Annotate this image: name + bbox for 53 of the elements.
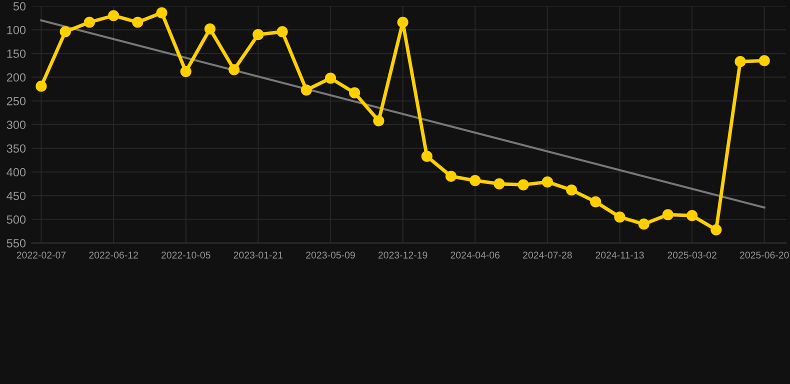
point: [470, 174, 481, 186]
x-tick-label: 2023-01-21: [234, 252, 283, 259]
point: [758, 55, 770, 66]
x-tick-label: 2024-11-13: [596, 252, 644, 259]
x-tick-label: 2024-07-28: [523, 252, 572, 259]
point: [60, 26, 71, 38]
point: [494, 178, 505, 190]
y-tick-label: 500: [6, 215, 26, 224]
point: [638, 218, 650, 230]
y-tick-label: 150: [7, 50, 26, 58]
y-tick-label: 50: [13, 2, 26, 11]
point: [734, 56, 746, 68]
y-tick-label: 450: [6, 192, 26, 200]
x-tick-label: 2025-06-20: [740, 252, 789, 259]
y-tick-label: 100: [7, 26, 26, 34]
x-tick-label: 2023-12-19: [378, 252, 428, 259]
x-tick-label: 2024-04-06: [450, 252, 500, 259]
y-tick-label: 200: [6, 73, 26, 82]
point: [180, 66, 192, 78]
point: [300, 84, 312, 96]
point: [132, 16, 144, 28]
point: [349, 87, 360, 98]
point: [252, 29, 264, 40]
y-tick-label: 350: [6, 144, 26, 153]
point: [445, 170, 457, 182]
x-tick-label: 2023-05-09: [306, 252, 355, 259]
point: [228, 64, 240, 76]
point: [108, 10, 120, 22]
point: [590, 196, 602, 208]
point: [84, 16, 96, 28]
point: [566, 184, 578, 196]
y-tick-label: 400: [6, 168, 26, 176]
x-tick-label: 2025-03-02: [668, 252, 716, 259]
y-tick-label: 550: [6, 239, 26, 248]
point: [324, 72, 336, 84]
point: [156, 7, 168, 18]
point: [421, 150, 432, 162]
y-tick-label: 250: [6, 96, 26, 106]
point: [614, 211, 626, 223]
x-tick-label: 2022-06-12: [89, 252, 138, 259]
x-tick-label: 2022-02-07: [16, 252, 66, 259]
point: [373, 115, 384, 126]
point: [518, 179, 529, 190]
point: [686, 210, 698, 222]
point: [204, 23, 216, 34]
point: [662, 209, 674, 220]
point: [36, 80, 47, 92]
x-tick-label: 2022-10-05: [161, 252, 210, 259]
point: [397, 16, 408, 28]
point: [542, 176, 553, 188]
point: [276, 26, 288, 38]
point: [710, 224, 722, 236]
y-tick-label: 300: [6, 120, 26, 129]
